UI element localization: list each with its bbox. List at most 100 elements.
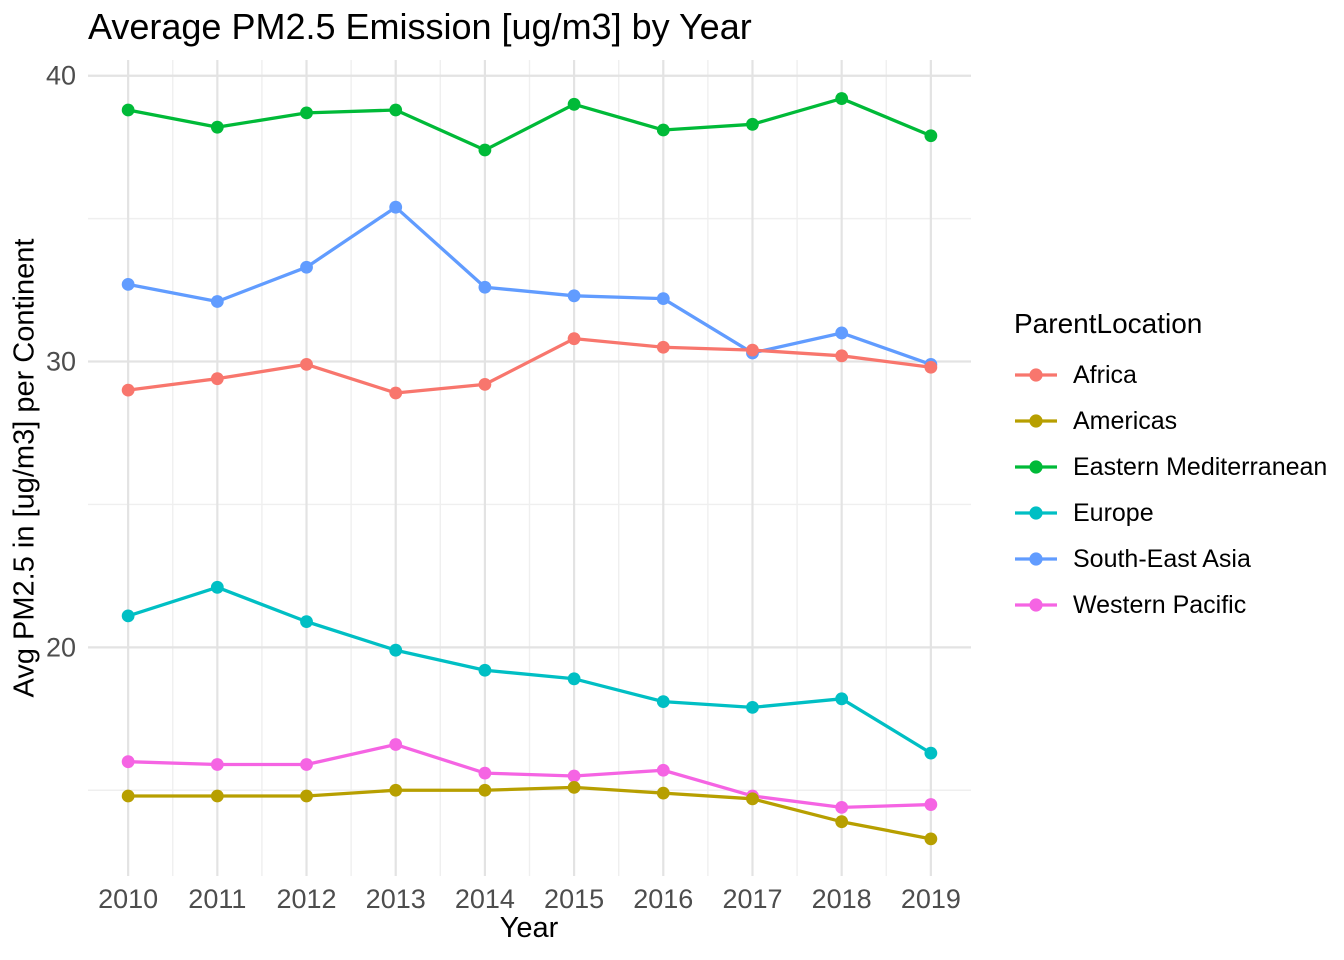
line-americas [128, 785, 932, 841]
legend-key-icon-western-pacific [1015, 598, 1057, 612]
point-south-east-asia-2011 [210, 295, 224, 308]
legend-item-south-east-asia: South-East Asia [1014, 536, 1327, 582]
point-africa-2013 [389, 386, 403, 400]
line-africa [127, 337, 932, 395]
point-south-east-asia-2012 [300, 260, 313, 274]
point-western-pacific-2016 [656, 763, 670, 777]
point-europe-2013 [389, 643, 403, 657]
legend-title: ParentLocation [1014, 308, 1203, 339]
legend-item-label: Europe [1073, 498, 1154, 527]
point-south-east-asia-2014 [478, 280, 492, 294]
x-tick-label-2019: 2019 [901, 884, 961, 914]
point-europe-2011 [210, 580, 224, 594]
point-americas-2013 [389, 783, 403, 797]
legend-key-point [1029, 506, 1043, 520]
point-south-east-asia-2013 [389, 200, 403, 214]
point-western-pacific-2015 [567, 769, 581, 783]
point-western-pacific-2011 [210, 758, 224, 771]
point-americas-2018 [835, 815, 849, 829]
point-western-pacific-2014 [478, 766, 492, 780]
legend-key-icon-south-east-asia [1015, 552, 1057, 566]
legend: ParentLocation Africa Americas Eastern Med… [1014, 308, 1327, 628]
x-tick-label-2010: 2010 [98, 884, 158, 914]
point-africa-2015 [567, 332, 581, 346]
point-europe-2012 [300, 615, 313, 629]
x-tick-label-2016: 2016 [633, 884, 693, 914]
point-africa-2014 [478, 377, 492, 391]
point-americas-2017 [746, 792, 759, 806]
point-americas-2011 [210, 789, 224, 803]
legend-key-icon-europe [1015, 506, 1057, 520]
point-south-east-asia-2015 [567, 289, 581, 303]
point-western-pacific-2013 [389, 738, 403, 751]
point-africa-2016 [656, 340, 670, 354]
legend-item-label: Africa [1073, 360, 1137, 389]
legend-key-point [1029, 552, 1043, 566]
x-tick-label-2011: 2011 [188, 884, 246, 914]
x-tick-label-2013: 2013 [366, 884, 426, 914]
legend-key-icon-americas [1015, 414, 1057, 428]
legend-key-point [1029, 368, 1043, 382]
chart-title: Average PM2.5 Emission [ug/m3] by Year [88, 6, 752, 47]
point-americas-2019 [924, 832, 938, 846]
point-africa-2010 [121, 383, 135, 397]
legend-items: Africa Americas Eastern Mediterranean Europ… [1014, 352, 1327, 628]
point-europe-2016 [656, 695, 670, 709]
x-tick-label-2018: 2018 [812, 884, 872, 914]
point-africa-2017 [746, 343, 759, 357]
point-europe-2010 [121, 609, 135, 623]
point-eastern-mediterranean-2019 [924, 129, 938, 143]
point-americas-2016 [656, 786, 670, 800]
legend-item-label: South-East Asia [1073, 544, 1251, 573]
point-americas-2015 [567, 780, 581, 794]
line-europe [127, 585, 932, 755]
x-tick-label-2015: 2015 [544, 884, 604, 914]
point-africa-2012 [300, 357, 313, 371]
point-eastern-mediterranean-2011 [210, 120, 224, 134]
x-tick-label-2012: 2012 [276, 884, 336, 914]
legend-item-eastern-mediterranean: Eastern Mediterranean [1014, 444, 1327, 490]
point-western-pacific-2019 [924, 798, 938, 811]
line-south-east-asia [127, 205, 932, 366]
point-africa-2011 [210, 372, 224, 386]
point-americas-2014 [478, 783, 492, 797]
x-tick-label-2017: 2017 [722, 884, 782, 914]
legend-item-label: Western Pacific [1073, 590, 1247, 619]
point-western-pacific-2018 [835, 801, 849, 814]
point-americas-2010 [121, 789, 135, 803]
y-tick-label-30: 30 [46, 347, 76, 377]
point-europe-2018 [835, 692, 849, 706]
x-axis-title: Year [499, 912, 559, 944]
y-tick-label-40: 40 [46, 61, 76, 91]
point-south-east-asia-2018 [835, 326, 849, 340]
point-western-pacific-2010 [121, 755, 135, 769]
line-western-pacific [128, 742, 931, 810]
legend-item-europe: Europe [1014, 490, 1327, 536]
point-eastern-mediterranean-2013 [389, 103, 403, 117]
point-europe-2014 [478, 663, 492, 677]
y-tick-label-20: 20 [46, 632, 76, 662]
point-eastern-mediterranean-2012 [300, 106, 313, 120]
point-africa-2019 [924, 360, 938, 374]
point-europe-2017 [746, 700, 759, 714]
point-europe-2015 [567, 672, 581, 686]
point-eastern-mediterranean-2015 [567, 97, 581, 111]
legend-item-label: Americas [1073, 406, 1178, 435]
point-eastern-mediterranean-2016 [656, 123, 670, 137]
point-americas-2012 [300, 789, 313, 803]
x-tick-label-2014: 2014 [455, 884, 515, 914]
point-eastern-mediterranean-2017 [746, 117, 759, 131]
point-europe-2019 [924, 746, 938, 760]
legend-key-point [1029, 598, 1043, 612]
point-eastern-mediterranean-2018 [835, 92, 849, 105]
point-western-pacific-2012 [300, 758, 313, 771]
legend-key-point [1029, 414, 1043, 428]
legend-key-point [1029, 460, 1043, 474]
point-africa-2018 [835, 349, 849, 363]
legend-item-americas: Americas [1014, 398, 1327, 444]
legend-key-icon-eastern-mediterranean [1015, 460, 1057, 474]
legend-item-western-pacific: Western Pacific [1014, 582, 1327, 628]
point-south-east-asia-2016 [656, 292, 670, 306]
